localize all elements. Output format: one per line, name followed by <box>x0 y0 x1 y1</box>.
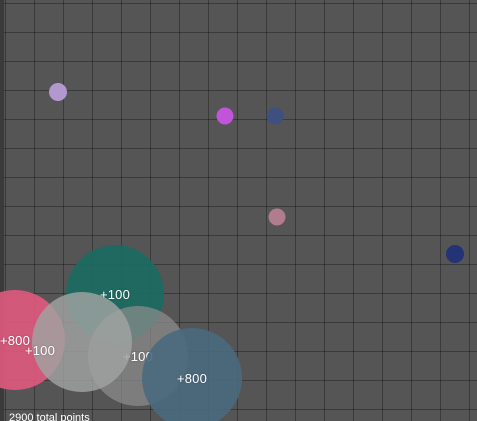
food-dot-lavender <box>49 83 67 101</box>
food-dot-navy <box>446 245 464 263</box>
food-dot-pink <box>268 208 286 226</box>
board-left-edge <box>0 0 4 421</box>
food-dot-magenta <box>216 107 234 125</box>
blob-points-label: +800 <box>0 332 31 348</box>
blob-points-label: +800 <box>176 370 208 386</box>
blob-steel-blue[interactable]: +800 <box>142 328 242 421</box>
blob-gray-light[interactable]: +100 <box>25 292 132 392</box>
food-dot-slate-blue <box>266 107 284 125</box>
total-points-label: 2900 total points <box>9 412 90 421</box>
